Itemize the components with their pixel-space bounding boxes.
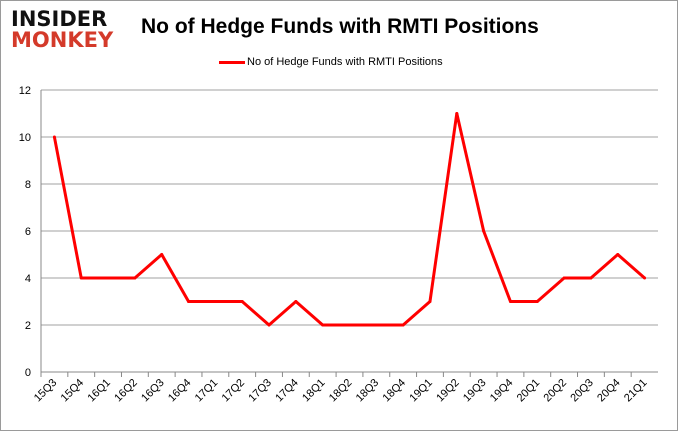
x-tick-label: 18Q1	[300, 377, 328, 405]
data-point	[482, 229, 486, 233]
y-tick-label: 8	[25, 179, 31, 191]
x-tick-label: 21Q1	[622, 377, 650, 405]
legend: No of Hedge Funds with RMTI Positions	[219, 56, 443, 68]
data-point	[240, 300, 244, 303]
x-tick-label: 20Q1	[515, 377, 543, 405]
data-point	[187, 300, 191, 303]
data-point	[428, 300, 432, 303]
x-tick-label: 16Q4	[166, 377, 194, 405]
data-point	[401, 323, 405, 327]
x-tick-label: 19Q2	[434, 377, 462, 405]
data-point	[52, 135, 56, 139]
x-tick-label: 16Q1	[85, 377, 113, 405]
y-tick-label: 10	[19, 132, 31, 144]
insider-monkey-logo: INSIDER MONKEY	[11, 9, 113, 51]
data-point	[374, 323, 378, 327]
data-point	[160, 253, 164, 256]
chart-title: No of Hedge Funds with RMTI Positions	[141, 15, 539, 38]
x-tick-label: 19Q1	[407, 377, 435, 405]
data-point	[562, 276, 566, 280]
x-tick-label: 18Q3	[354, 377, 382, 405]
x-tick-label: 17Q3	[246, 377, 274, 405]
data-point	[348, 323, 351, 327]
x-tick-label: 18Q4	[381, 377, 409, 405]
y-tick-label: 12	[19, 85, 31, 97]
series-line	[52, 112, 646, 327]
data-point	[267, 323, 271, 327]
data-point	[616, 253, 620, 256]
data-point	[455, 112, 459, 115]
legend-label: No of Hedge Funds with RMTI Positions	[247, 56, 443, 68]
data-point	[133, 276, 137, 280]
data-point	[106, 276, 110, 280]
x-tick-label: 19Q4	[488, 377, 516, 405]
x-tick-label: 20Q2	[542, 377, 570, 405]
x-tick-label: 15Q3	[32, 377, 60, 405]
data-point	[294, 300, 298, 303]
x-tick-label: 18Q2	[327, 377, 355, 405]
x-tick-label: 17Q1	[193, 377, 221, 405]
y-tick-label: 4	[25, 273, 31, 285]
logo-line2: MONKEY	[11, 28, 114, 52]
y-tick-label: 6	[25, 226, 31, 238]
logo-line1: INSIDER	[11, 7, 108, 31]
data-point	[535, 300, 539, 303]
data-point	[321, 323, 325, 327]
x-tick-label: 15Q4	[59, 377, 87, 405]
data-point	[79, 276, 83, 280]
x-tick-label: 20Q3	[568, 377, 596, 405]
x-tick-label: 16Q3	[139, 377, 167, 405]
data-point	[213, 300, 217, 303]
data-point	[643, 276, 647, 280]
data-point	[589, 276, 593, 280]
y-tick-label: 2	[25, 320, 31, 332]
legend-swatch	[219, 60, 245, 64]
data-point	[508, 300, 512, 303]
x-tick-label: 19Q3	[461, 377, 489, 405]
x-tick-label: 16Q2	[112, 377, 140, 405]
x-tick-label: 20Q4	[595, 377, 623, 405]
x-tick-label: 17Q2	[220, 377, 248, 405]
x-tick-label: 17Q4	[273, 377, 301, 405]
y-tick-label: 0	[25, 367, 31, 379]
